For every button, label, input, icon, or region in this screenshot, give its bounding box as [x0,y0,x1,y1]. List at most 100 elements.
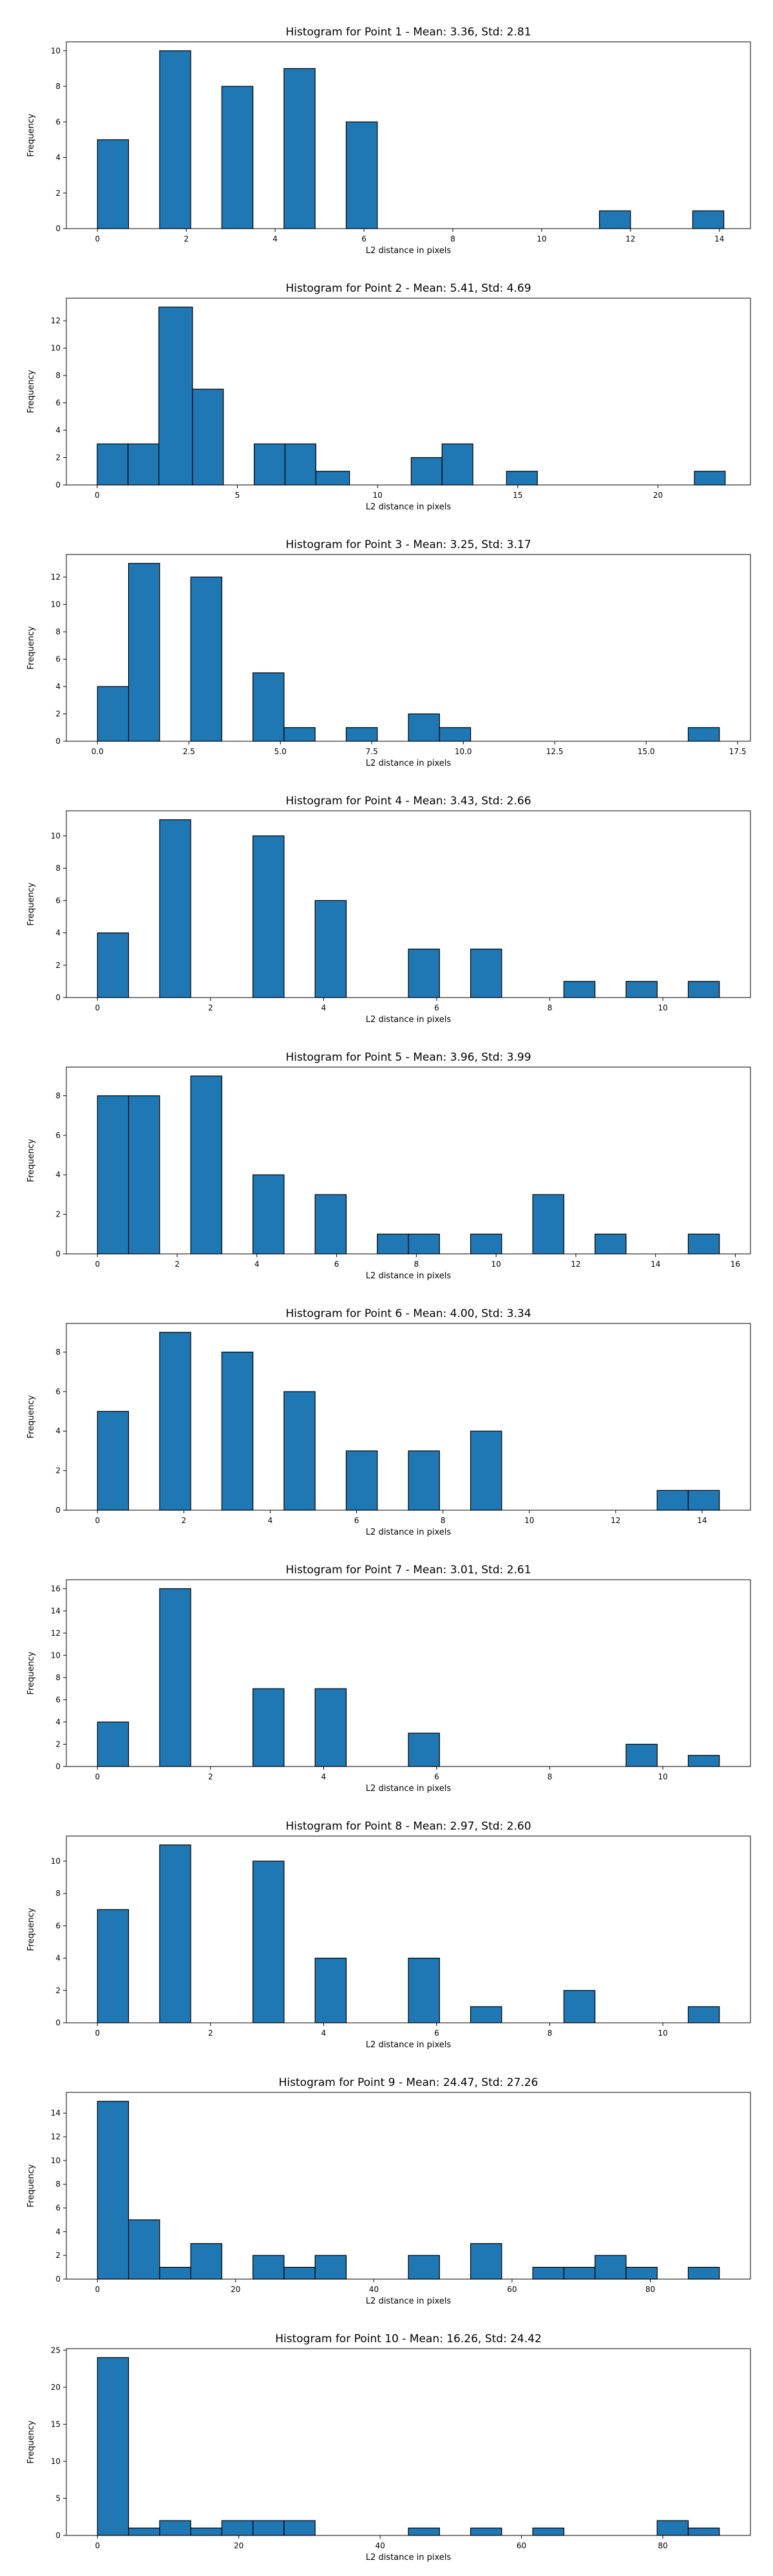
y-axis-label: Frequency [26,626,36,669]
histogram-bar [314,1194,347,1255]
histogram-bar [441,443,473,486]
histogram-bar [97,1721,129,1767]
y-tick-label: 0 [55,480,61,489]
histogram-bar [254,443,286,486]
y-tick-label: 6 [55,655,61,664]
y-tick-label: 0 [55,224,61,233]
y-tick-label: 8 [55,627,61,636]
histogram-bar [656,1490,689,1511]
histogram-bar [506,471,538,486]
x-tick-label: 8 [548,2029,553,2038]
histogram-bar [439,727,472,742]
x-axis-label: L2 distance in pixels [366,246,452,256]
histogram-bar [190,2243,222,2280]
histogram-bar [625,981,658,998]
histogram-panel-9: Histogram for Point 9 - Mean: 24.47, Std… [26,2076,751,2306]
y-tick-label: 0 [55,1249,61,1258]
y-tick-label: 8 [55,2180,61,2189]
x-tick-label: 12 [571,1260,580,1269]
histogram-bar [687,1233,720,1255]
x-tick-label: 0 [95,1772,100,1781]
x-tick-label: 15.0 [638,747,655,756]
histogram-panel-8: Histogram for Point 8 - Mean: 2.97, Std:… [26,1820,751,2050]
x-tick-label: 8 [441,1516,446,1525]
histogram-bar [692,210,725,229]
x-tick-label: 16 [730,1260,740,1269]
y-tick-label: 8 [55,1091,61,1100]
histogram-bar [694,471,726,486]
histogram-bar [408,1732,440,1767]
x-axis-label: L2 distance in pixels [366,1271,452,1281]
x-tick-label: 6 [334,1260,339,1269]
histogram-bar [687,1755,720,1767]
chart-title: Histogram for Point 6 - Mean: 4.00, Std:… [285,1307,531,1320]
histogram-bar [97,932,129,998]
x-tick-label: 6 [434,2029,439,2038]
x-tick-label: 60 [507,2285,517,2294]
y-tick-label: 0 [55,2018,61,2027]
y-tick-label: 6 [55,1695,61,1704]
chart-title: Histogram for Point 2 - Mean: 5.41, Std:… [285,282,531,295]
histogram-bar [159,2520,191,2536]
plot-frame [66,1323,751,1511]
y-tick-label: 4 [55,1170,61,1179]
plot-frame [66,41,751,229]
plot-frame [66,1835,751,2023]
histogram-bar [97,139,129,229]
x-tick-label: 14 [714,234,724,243]
x-tick-label: 8 [450,234,455,243]
x-tick-label: 4 [321,2029,327,2038]
x-tick-label: 2.5 [183,747,195,756]
y-axis-label: Frequency [26,113,36,156]
x-tick-label: 10 [372,491,382,500]
chart-title: Histogram for Point 8 - Mean: 2.97, Std:… [285,1820,531,1833]
histogram-bar [253,1688,285,1767]
y-tick-label: 20 [51,2383,61,2392]
x-tick-label: 40 [369,2285,379,2294]
y-tick-label: 0 [55,993,61,1002]
x-tick-label: 2 [208,1003,213,1012]
y-tick-label: 2 [55,189,61,198]
x-tick-label: 2 [184,234,189,243]
histogram-bar [253,835,285,998]
histogram-bar [408,1233,440,1255]
x-axis-label: L2 distance in pixels [366,502,452,512]
histogram-bar [283,1391,316,1511]
chart-title: Histogram for Point 9 - Mean: 24.47, Std… [279,2076,539,2089]
x-tick-label: 14 [697,1516,707,1525]
histogram-bar [470,1430,502,1511]
histogram-bar [128,2527,160,2536]
histogram-bar [470,949,502,998]
histogram-bar [377,1233,409,1255]
histogram-bar [253,1861,285,2023]
histogram-bar [159,2266,191,2280]
y-tick-label: 10 [51,2156,61,2165]
y-tick-label: 2 [55,453,61,462]
y-tick-label: 6 [55,1921,61,1930]
histogram-bar [687,981,720,998]
x-tick-label: 6 [354,1516,359,1525]
x-axis-label: L2 distance in pixels [366,2040,452,2050]
y-axis-label: Frequency [26,2420,36,2463]
x-tick-label: 0 [95,1516,100,1525]
x-tick-label: 10 [658,2029,667,2038]
histogram-bar [190,2527,222,2536]
x-tick-label: 12.5 [546,747,564,756]
x-tick-label: 4 [268,1516,273,1525]
y-tick-label: 0 [55,2275,61,2284]
x-tick-label: 10 [658,1772,667,1781]
x-tick-label: 12 [625,234,635,243]
histogram-bar [345,1450,378,1511]
histogram-bar [625,2266,658,2280]
y-tick-label: 4 [55,1426,61,1435]
y-tick-label: 12 [51,2132,61,2141]
x-axis-label: L2 distance in pixels [366,1015,452,1025]
histogram-bar [128,563,160,742]
histogram-bar [656,2520,689,2536]
x-tick-label: 12 [611,1516,620,1525]
x-tick-label: 8 [548,1772,553,1781]
x-tick-label: 2 [175,1260,180,1269]
y-tick-label: 25 [51,2345,61,2354]
histogram-bar [687,2266,720,2280]
x-tick-label: 20 [234,2541,243,2550]
